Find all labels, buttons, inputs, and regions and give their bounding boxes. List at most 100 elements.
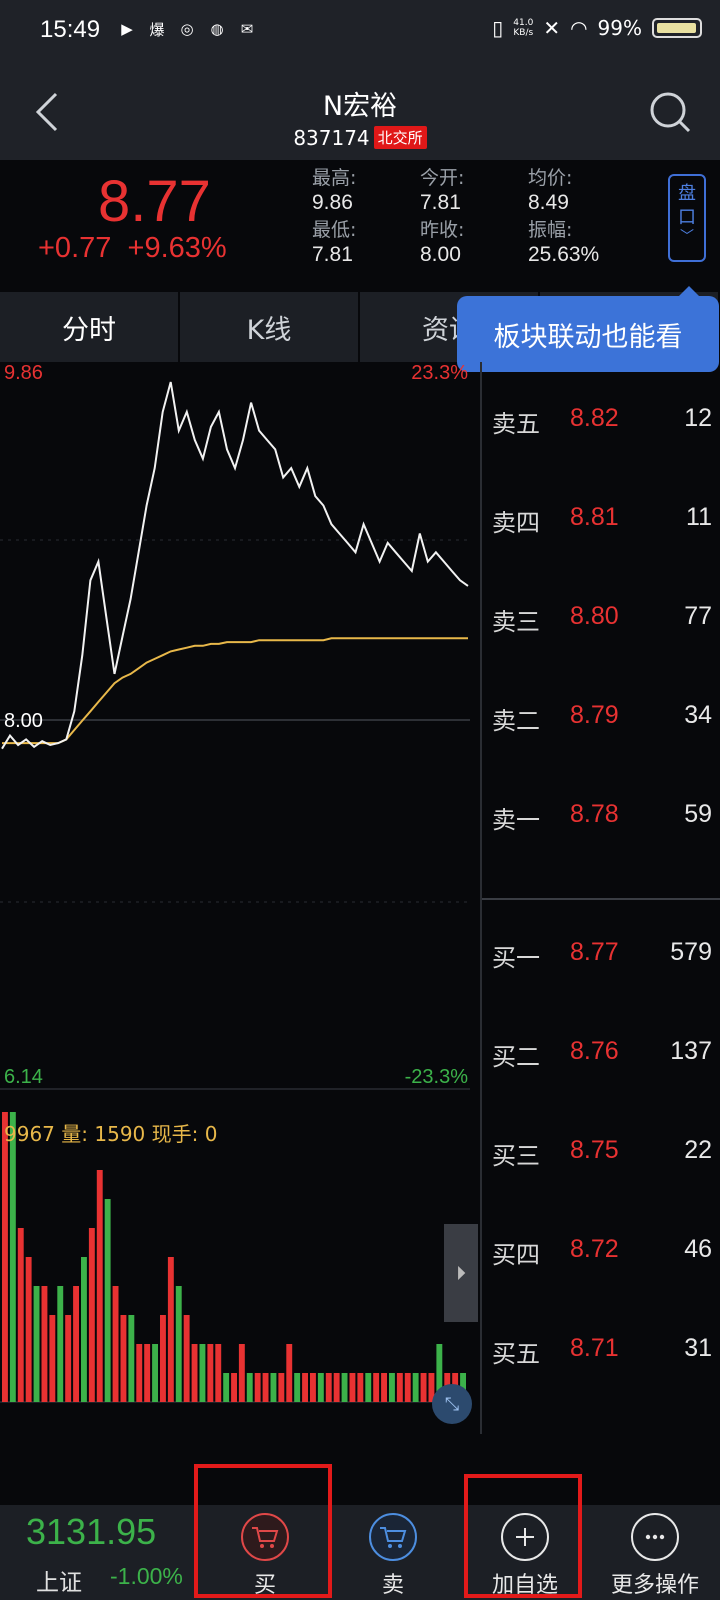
volume-count: 9967 <box>4 1122 55 1146</box>
price-change: +0.77 +9.63% <box>38 232 227 265</box>
chart-canvas <box>0 381 470 1403</box>
tab-more[interactable] <box>540 292 720 362</box>
mail-icon: ✉ <box>240 20 254 38</box>
collapse-arrow-icon: ⏵ <box>456 1261 466 1285</box>
spacer <box>0 1434 720 1505</box>
status-bar: 15:49 ▶ 爆 ◎ ◍ ✉ ▯ 41.0 KB/s ✕ ◠ 99% <box>0 0 720 64</box>
sim-icon: ✕ <box>543 16 561 40</box>
add-watchlist-label: 加自选 <box>491 1573 558 1598</box>
volume-bar <box>175 1286 182 1402</box>
volume-bar <box>278 1373 285 1402</box>
volume-bar <box>207 1344 214 1402</box>
intraday-chart[interactable]: 9.86 23.3% 8.00 6.14 -23.3% 9967 量: 1590… <box>0 362 480 1434</box>
volume-bar <box>302 1373 308 1402</box>
ask-row[interactable]: 卖三 8.80 77 <box>492 602 712 636</box>
sector-tooltip[interactable]: 板块联动也能看 <box>457 286 719 372</box>
stat-avg: 均价: 8.49 <box>528 167 573 214</box>
volume-bar <box>167 1257 174 1402</box>
search-button[interactable] <box>648 90 692 134</box>
volume-bar <box>120 1315 127 1402</box>
volume-bar <box>262 1373 269 1402</box>
play-icon: ▶ <box>121 20 133 38</box>
volume-bar <box>317 1373 324 1402</box>
volume-bar <box>65 1315 72 1402</box>
volume-bar <box>160 1315 166 1402</box>
volume-bar <box>17 1228 24 1402</box>
volume-bar <box>373 1373 380 1402</box>
volume-bar <box>73 1286 79 1402</box>
volume-bar <box>199 1344 206 1402</box>
order-book: 卖五 8.82 12 卖四 8.81 11 卖三 8.80 77 卖二 8.79 34 卖一 8.… <box>480 362 720 1434</box>
mid-price-label: 8.00 <box>4 710 43 732</box>
stat-amplitude: 振幅: 25.63% <box>528 219 600 266</box>
volume-bar <box>404 1373 411 1402</box>
volume-bar <box>428 1373 435 1402</box>
sell-button[interactable]: 卖 <box>330 1505 456 1600</box>
stat-high: 最高: 9.86 <box>312 167 357 214</box>
volume-bar <box>294 1373 301 1402</box>
change-value: +0.77 <box>38 232 112 264</box>
volume-bar <box>215 1344 222 1402</box>
volume-bar <box>357 1373 364 1402</box>
bid-row[interactable]: 买二 8.76 137 <box>492 1037 712 1071</box>
sell-label: 卖 <box>381 1573 404 1598</box>
ask-row[interactable]: 卖一 8.78 59 <box>492 800 712 834</box>
status-right: ▯ 41.0 KB/s ✕ ◠ 99% <box>492 16 702 40</box>
stat-low: 最低: 7.81 <box>312 219 357 266</box>
bid-row[interactable]: 买一 8.77 579 <box>492 938 712 972</box>
buy-highlight-box <box>194 1464 332 1598</box>
volume-bar <box>436 1344 443 1402</box>
volume-bar <box>49 1315 56 1402</box>
more-actions-button[interactable]: 更多操作 <box>592 1505 718 1600</box>
change-percent: +9.63% <box>127 232 227 264</box>
volume-bar <box>104 1199 111 1402</box>
tab-intraday[interactable]: 分时 <box>0 292 180 362</box>
buy-button[interactable]: 买 <box>202 1505 328 1600</box>
stat-prev-close: 昨收: 8.00 <box>420 219 465 266</box>
status-time: 15:49 <box>40 16 101 43</box>
volume-bar <box>41 1286 48 1402</box>
bid-row[interactable]: 买五 8.71 31 <box>492 1334 712 1368</box>
app-icon: ◎ <box>180 20 194 38</box>
more-dots-icon <box>631 1513 679 1561</box>
more-actions-label: 更多操作 <box>610 1573 699 1598</box>
bottom-price-label: 6.14 <box>4 1066 43 1088</box>
price-summary: 8.77 +0.77 +9.63% 最高: 9.86 今开: 7.81 均价: 8.4… <box>0 160 720 290</box>
volume-bar <box>254 1373 261 1402</box>
volume-bar <box>152 1344 158 1402</box>
volume-bar <box>341 1373 348 1402</box>
watchlist-highlight-box <box>464 1474 582 1598</box>
average-price-line <box>2 637 468 745</box>
volume-bar <box>144 1344 151 1402</box>
index-change: -1.00% <box>110 1563 183 1589</box>
top-price-label: 9.86 <box>4 362 43 384</box>
search-icon <box>650 92 691 133</box>
volume-bar <box>310 1373 316 1402</box>
vibrate-icon: ▯ <box>492 16 504 40</box>
expand-icon: ⤡ <box>444 1393 460 1415</box>
stock-name: N宏裕 <box>322 91 398 122</box>
back-button[interactable] <box>30 88 66 136</box>
tab-kline[interactable]: K线 <box>180 292 360 362</box>
volume-bar <box>191 1344 198 1402</box>
expand-button[interactable]: ⤡ <box>432 1384 472 1424</box>
volume-bar <box>128 1315 135 1402</box>
ask-row[interactable]: 卖四 8.81 11 <box>492 503 712 537</box>
add-watchlist-button[interactable]: 加自选 <box>462 1505 588 1600</box>
volume-bar <box>333 1373 340 1402</box>
net-speed: 41.0 KB/s <box>513 18 534 38</box>
collapse-handle[interactable]: ⏵ <box>444 1224 478 1322</box>
pankou-button[interactable]: 盘口 ﹀ <box>668 174 706 262</box>
ask-row[interactable]: 卖五 8.82 12 <box>492 404 712 438</box>
volume-bar <box>349 1373 356 1402</box>
chevron-down-icon: ﹀ <box>680 229 694 245</box>
news-icon: 爆 <box>149 20 165 39</box>
ask-row[interactable]: 卖二 8.79 34 <box>492 701 712 735</box>
chart-grid <box>0 539 470 1403</box>
volume-bar <box>420 1373 427 1402</box>
bid-row[interactable]: 买四 8.72 46 <box>492 1235 712 1269</box>
battery-percent: 99% <box>597 16 642 40</box>
volume-bar <box>96 1170 103 1402</box>
bid-row[interactable]: 买三 8.75 22 <box>492 1136 712 1170</box>
volume-label: 量: <box>61 1122 89 1146</box>
